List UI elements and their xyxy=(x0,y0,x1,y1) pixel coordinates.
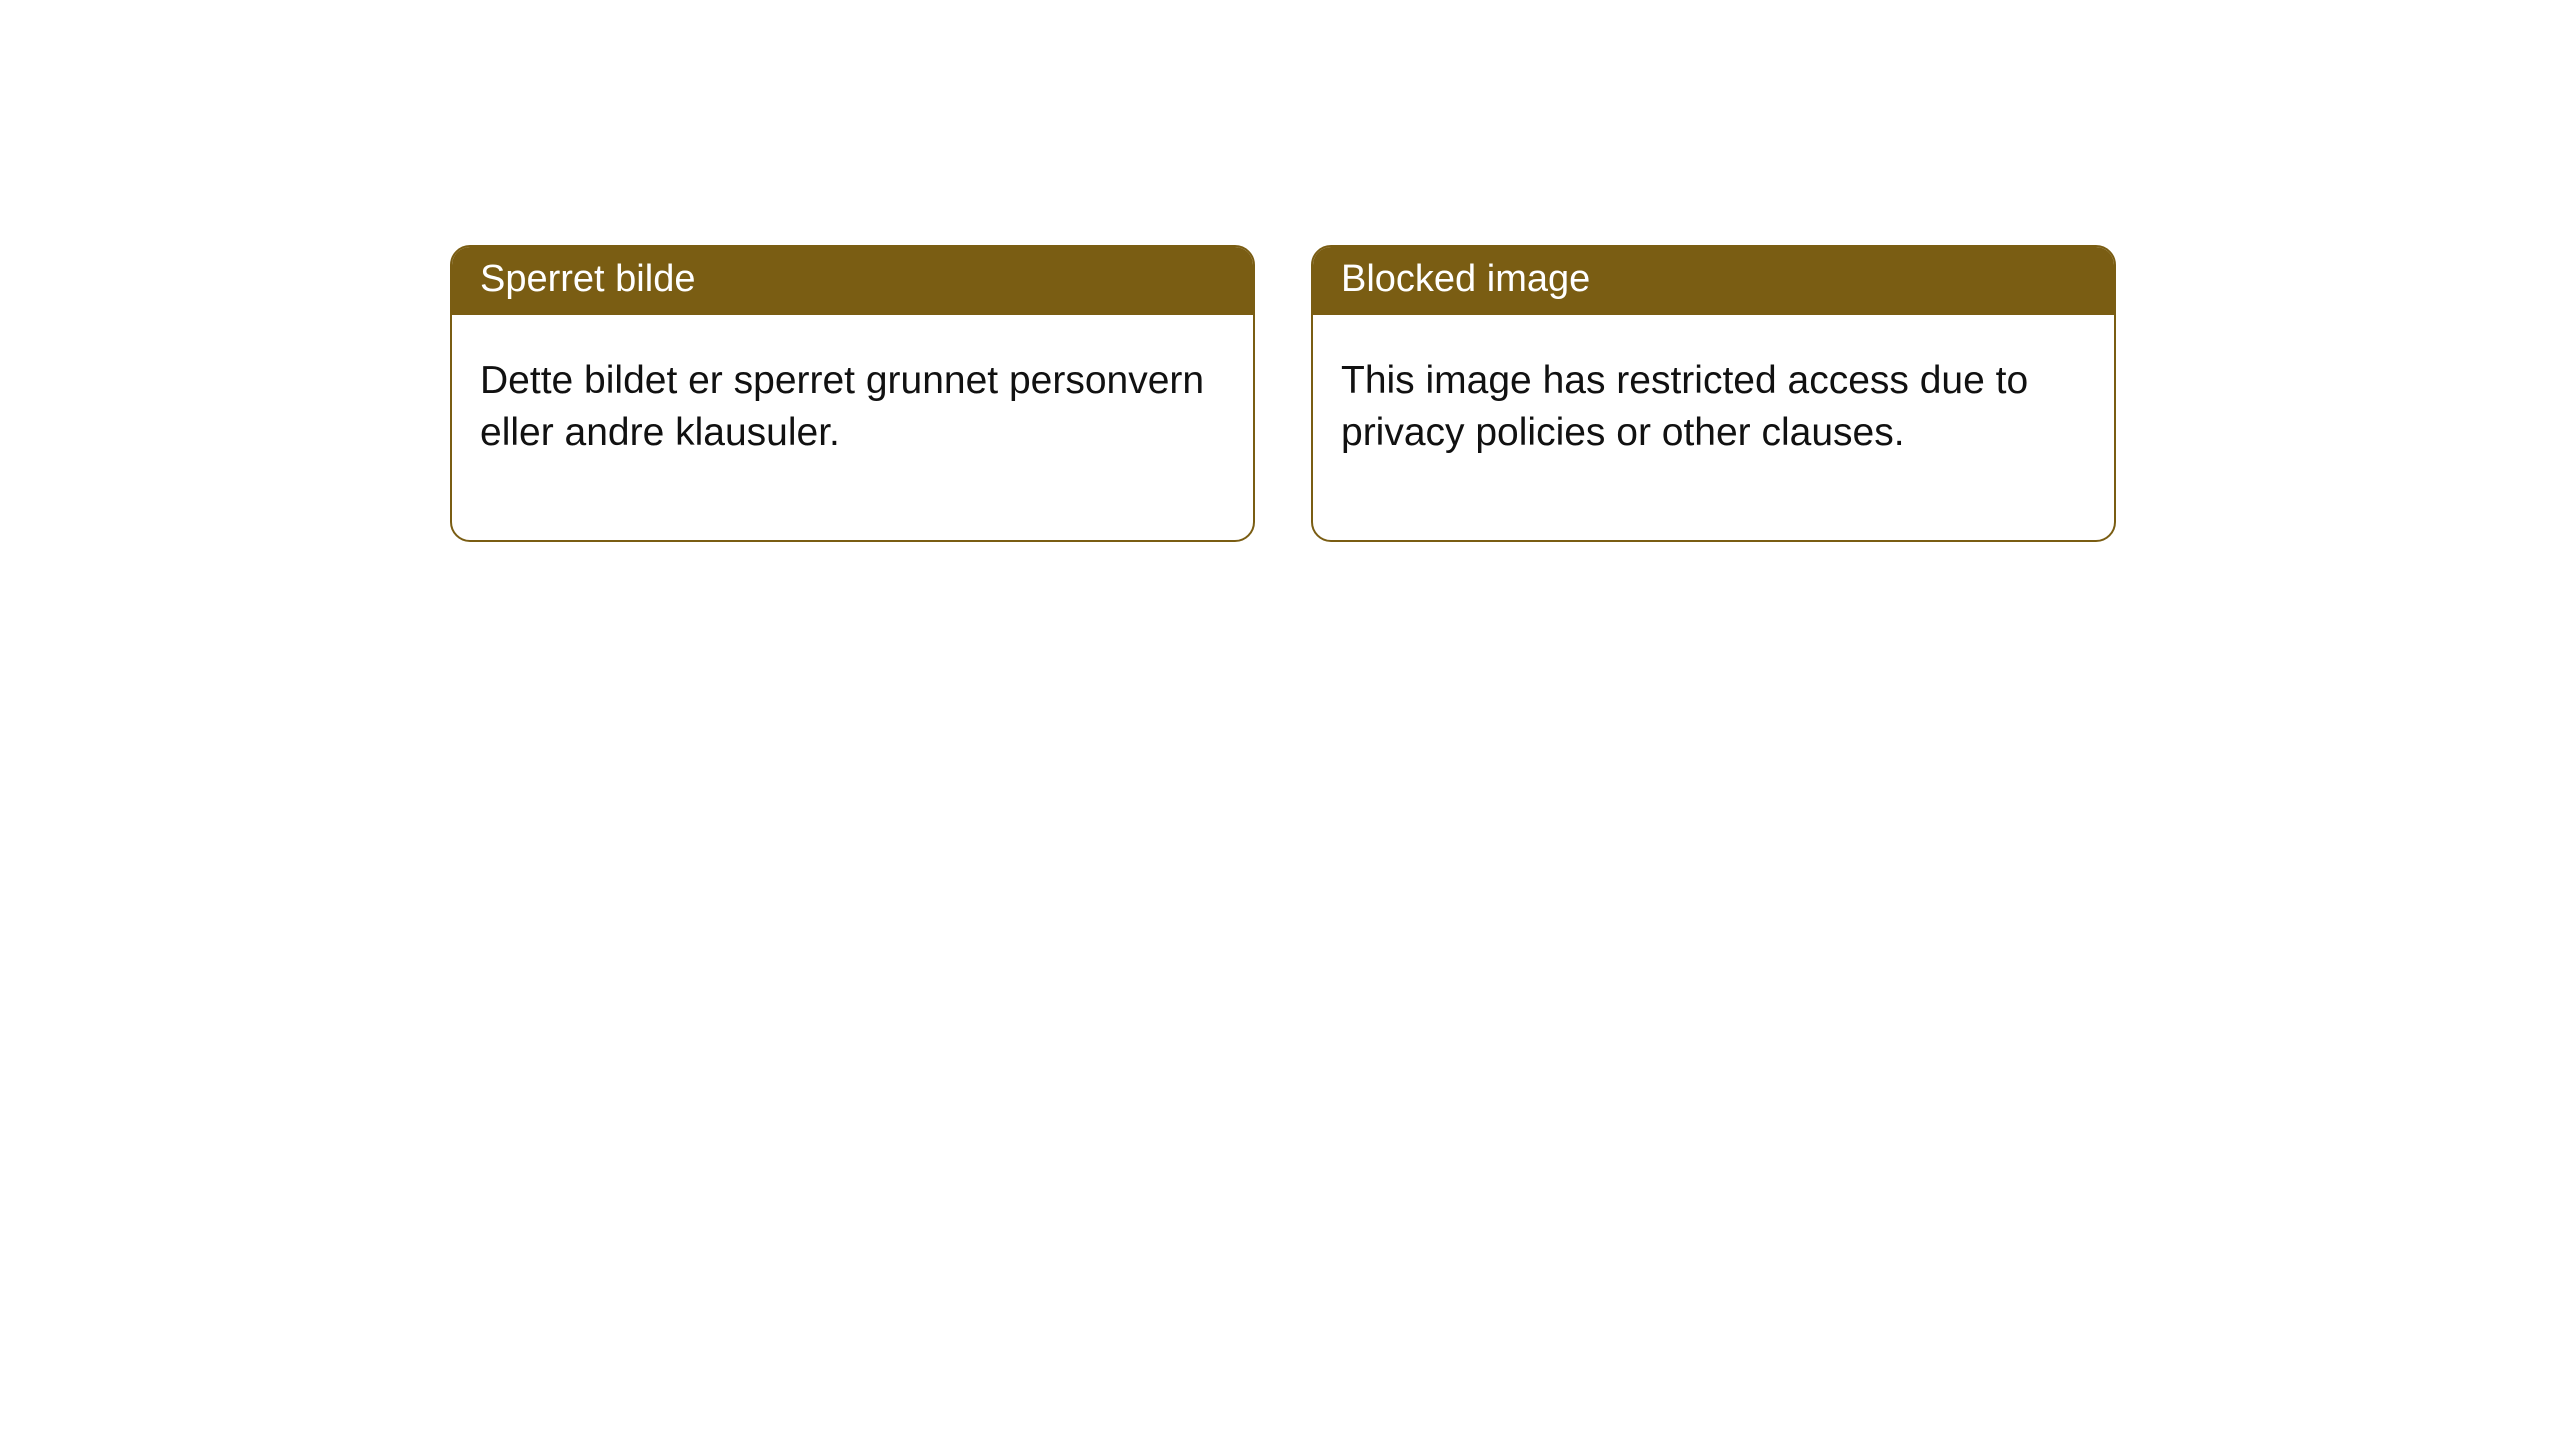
notice-body-english: This image has restricted access due to … xyxy=(1313,315,2114,540)
notice-container: Sperret bilde Dette bildet er sperret gr… xyxy=(0,0,2560,542)
notice-header-english: Blocked image xyxy=(1313,247,2114,315)
notice-header-norwegian: Sperret bilde xyxy=(452,247,1253,315)
notice-card-norwegian: Sperret bilde Dette bildet er sperret gr… xyxy=(450,245,1255,542)
notice-card-english: Blocked image This image has restricted … xyxy=(1311,245,2116,542)
notice-body-norwegian: Dette bildet er sperret grunnet personve… xyxy=(452,315,1253,540)
